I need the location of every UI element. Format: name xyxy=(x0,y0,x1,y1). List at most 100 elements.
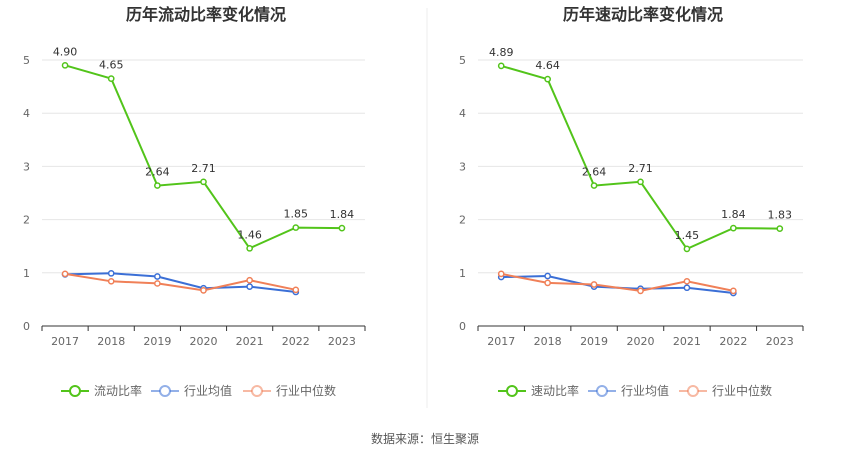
x-tick-label: 2022 xyxy=(282,335,310,348)
x-tick-label: 2021 xyxy=(236,335,264,348)
chart-title: 历年流动比率变化情况 xyxy=(126,5,286,24)
data-point xyxy=(246,244,253,252)
data-point xyxy=(590,281,598,288)
data-point xyxy=(544,279,551,287)
legend-item[interactable]: 行业均值 xyxy=(588,383,669,398)
data-point xyxy=(776,225,784,232)
y-tick-label: 5 xyxy=(459,54,466,67)
x-tick-label: 2019 xyxy=(143,335,171,348)
data-point xyxy=(730,224,737,232)
data-label: 2.64 xyxy=(582,166,607,179)
chart-title: 历年速动比率变化情况 xyxy=(563,5,723,24)
data-point xyxy=(730,287,737,295)
y-tick-label: 4 xyxy=(23,107,30,120)
legend-label: 流动比率 xyxy=(94,383,142,398)
data-point xyxy=(107,269,115,277)
legend-label: 行业均值 xyxy=(184,383,232,398)
data-label: 4.65 xyxy=(99,59,124,72)
x-tick-label: 2018 xyxy=(97,335,125,348)
legend-label: 行业均值 xyxy=(621,383,669,398)
data-point xyxy=(246,283,253,290)
legend-swatch-marker xyxy=(159,385,171,397)
x-tick-label: 2021 xyxy=(673,335,701,348)
data-point xyxy=(683,277,691,285)
x-tick-label: 2018 xyxy=(534,335,562,348)
y-tick-label: 1 xyxy=(23,267,30,280)
data-point xyxy=(683,245,691,253)
x-tick-label: 2023 xyxy=(328,335,356,348)
legend-swatch-marker xyxy=(596,385,608,397)
data-point xyxy=(637,178,644,186)
data-point xyxy=(154,182,161,189)
data-point xyxy=(200,287,207,294)
series-line xyxy=(65,272,296,293)
data-point xyxy=(107,277,115,285)
x-tick-label: 2017 xyxy=(487,335,515,348)
y-tick-label: 2 xyxy=(23,214,30,227)
data-label: 1.84 xyxy=(330,208,355,221)
data-point xyxy=(590,182,598,189)
data-label: 1.84 xyxy=(721,208,746,221)
data-point xyxy=(154,280,161,287)
x-tick-label: 2020 xyxy=(190,335,218,348)
data-label: 1.45 xyxy=(675,229,700,242)
legend-swatch-marker xyxy=(687,385,699,397)
legend-label: 行业中位数 xyxy=(712,383,772,398)
source-text: 数据来源：恒生聚源 xyxy=(371,431,479,446)
data-point xyxy=(246,276,253,284)
data-point xyxy=(61,270,69,278)
legend-swatch-marker xyxy=(251,385,263,397)
y-tick-label: 3 xyxy=(459,160,466,173)
data-label: 2.64 xyxy=(145,166,170,179)
data-point xyxy=(544,272,551,280)
data-point xyxy=(683,284,691,292)
y-tick-label: 4 xyxy=(459,107,466,120)
legend-item[interactable]: 速动比率 xyxy=(498,383,579,398)
legend-item[interactable]: 行业均值 xyxy=(151,383,232,398)
legend-swatch-marker xyxy=(506,385,518,397)
data-label: 1.46 xyxy=(237,228,262,241)
data-point xyxy=(637,287,644,295)
series-line xyxy=(64,272,297,292)
data-label: 2.71 xyxy=(628,162,653,175)
legend-item[interactable]: 流动比率 xyxy=(61,383,142,398)
data-point xyxy=(200,178,207,186)
series-line xyxy=(500,64,780,251)
data-point xyxy=(107,75,115,82)
legend-item[interactable]: 行业中位数 xyxy=(679,383,772,398)
y-tick-label: 2 xyxy=(459,214,466,227)
data-point xyxy=(292,224,300,231)
data-label: 4.89 xyxy=(489,46,514,59)
data-point xyxy=(497,270,505,278)
data-label: 2.71 xyxy=(191,162,216,175)
y-tick-label: 3 xyxy=(23,160,30,173)
data-point xyxy=(497,62,505,70)
y-tick-label: 0 xyxy=(459,320,466,333)
x-tick-label: 2017 xyxy=(51,335,79,348)
data-label: 1.85 xyxy=(284,208,309,221)
y-tick-label: 0 xyxy=(23,320,30,333)
x-tick-label: 2020 xyxy=(627,335,655,348)
legend-item[interactable]: 行业中位数 xyxy=(243,383,336,398)
y-tick-label: 1 xyxy=(459,267,466,280)
data-label: 1.83 xyxy=(768,209,793,222)
data-label: 4.90 xyxy=(53,45,78,58)
data-label: 4.64 xyxy=(535,59,560,72)
data-point xyxy=(154,273,161,280)
x-tick-label: 2022 xyxy=(719,335,747,348)
x-tick-label: 2019 xyxy=(580,335,608,348)
series-line xyxy=(501,272,734,292)
data-point xyxy=(61,61,69,69)
data-point xyxy=(544,75,551,83)
data-point xyxy=(292,286,300,294)
quick-ratio-chart: 历年速动比率变化情况 0 1 2 3 4 5 2017 2018 2019 2020 2021 202… xyxy=(459,5,804,398)
legend-swatch-marker xyxy=(69,385,81,397)
x-tick-label: 2023 xyxy=(766,335,794,348)
current-ratio-chart: 历年流动比率变化情况 0 1 2 3 4 5 2017 2018 2019 2020 2021 202… xyxy=(23,5,366,398)
data-point xyxy=(338,224,346,232)
y-tick-label: 5 xyxy=(23,54,30,67)
legend-label: 速动比率 xyxy=(531,383,579,398)
legend-label: 行业中位数 xyxy=(276,383,336,398)
series-line xyxy=(64,64,342,250)
